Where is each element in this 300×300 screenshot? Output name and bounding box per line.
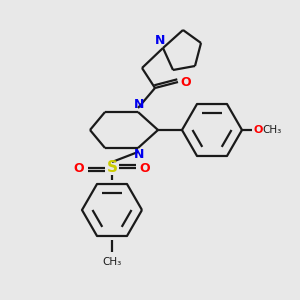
Text: N: N: [134, 98, 144, 112]
Text: CH₃: CH₃: [102, 257, 122, 267]
Text: O: O: [74, 161, 84, 175]
Text: O: O: [253, 125, 263, 135]
Text: N: N: [134, 148, 144, 161]
Text: N: N: [155, 34, 165, 47]
Text: S: S: [106, 160, 118, 175]
Text: O: O: [140, 161, 150, 175]
Text: CH₃: CH₃: [262, 125, 282, 135]
Text: O: O: [181, 76, 191, 88]
